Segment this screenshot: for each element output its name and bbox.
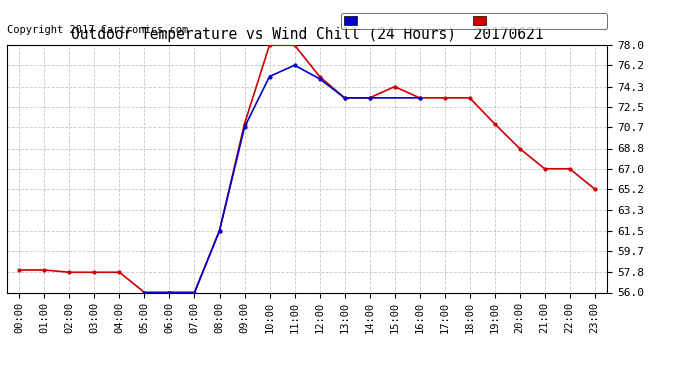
Text: Copyright 2017 Cartronics.com: Copyright 2017 Cartronics.com: [7, 25, 188, 35]
Legend: Wind Chill  (°F), Temperature  (°F): Wind Chill (°F), Temperature (°F): [341, 13, 607, 29]
Title: Outdoor Temperature vs Wind Chill (24 Hours)  20170621: Outdoor Temperature vs Wind Chill (24 Ho…: [71, 27, 543, 42]
